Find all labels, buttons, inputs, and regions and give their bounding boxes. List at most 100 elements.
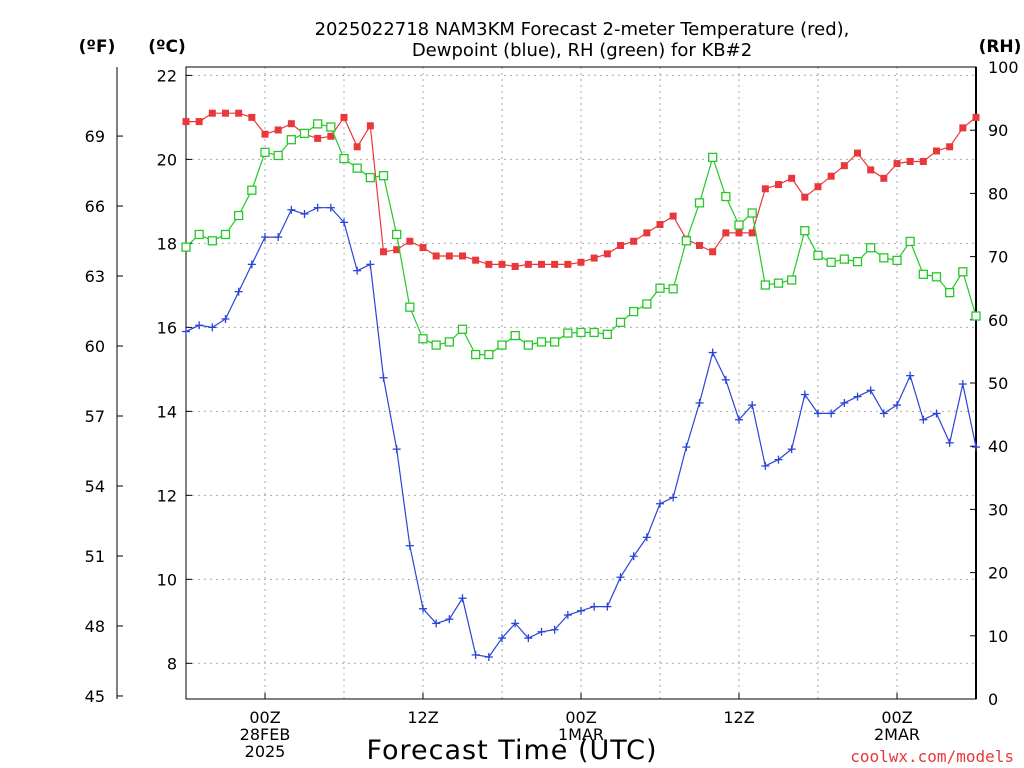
dewpoint-point [484,653,493,662]
dewpoint-point [458,594,467,603]
dewpoint-point [827,409,836,418]
dewpoint-point [840,398,849,407]
dewpoint-point [340,218,348,227]
dewpoint-point [774,455,783,464]
fahrenheit-ticks: 69 66 63 60 57 54 51 48 45 [85,127,123,706]
temperature-point [538,260,545,268]
temperature-point [419,244,427,252]
rh-tick-label: 10 [988,627,1008,646]
dewpoint-point [261,233,269,242]
credit-text: coolwx.com/models [850,747,1014,766]
rh-point [339,153,349,164]
dewpoint-point [392,445,401,454]
dewpoint-point [932,409,941,418]
rh-point [234,210,244,221]
temperature-point [735,229,743,237]
temperature-point [248,113,256,121]
celsius-tick-label: 10 [157,570,177,589]
rh-tick-label: 80 [988,184,1008,203]
dewpoint-point [972,443,980,452]
celsius-tick-label: 22 [157,66,177,85]
dewpoint-point [537,627,546,636]
temperature-point [617,241,624,249]
rh-point [365,172,375,183]
temperature-point [709,248,717,256]
rh-point [826,257,836,267]
rh-point [471,349,481,360]
rh-tick-label: 40 [988,437,1008,456]
dewpoint-point [814,409,822,418]
temperature-point [511,262,519,270]
dewpoint-point [721,375,730,384]
dewpoint-point [445,615,454,624]
temperature-point [919,157,927,165]
temperature-point [498,260,506,268]
temperature-point [867,166,875,174]
rh-point [918,269,928,279]
dewpoint-point [695,398,704,407]
rh-point [589,327,599,338]
temperature-point [340,113,348,121]
rh-point [681,236,691,246]
temperature-point [788,174,796,182]
rh-tick-label: 50 [988,374,1008,393]
rh-point [866,243,876,253]
rh-point [734,220,744,230]
dewpoint-point [577,606,585,615]
rh-point [879,253,889,263]
time-tick-label: 00Z [881,708,912,727]
dewpoint-point [353,266,362,275]
temperature-point [577,258,585,266]
rh-point [721,191,731,202]
rh-point [576,327,586,338]
temperature-point [208,109,216,117]
dewpoint-point [208,323,217,332]
rh-point [642,299,652,309]
temperature-point [222,109,229,117]
temperature-point [432,252,440,260]
plot-frame [185,66,977,700]
temperature-point [748,229,756,237]
fahrenheit-tick-label: 45 [85,687,105,706]
rh-point [615,317,626,327]
temperature-point [261,130,269,138]
dewpoint-point [656,499,664,508]
chart-title-line-2: Dewpoint (blue), RH (green) for KB#2 [412,40,752,61]
dewpoint-point [958,380,967,389]
rh-point [655,283,665,293]
dewpoint-point [787,445,796,454]
dewpoint-point [616,573,625,582]
temperature-point [880,174,888,182]
rh-point [708,152,718,163]
rh-point [378,171,389,181]
rh-point [629,306,639,317]
rh-point [457,324,468,334]
temperature-point [485,260,493,268]
rh-point [563,328,573,338]
temperature-point [906,157,914,165]
dewpoint-point [603,602,612,611]
temperature-point [656,220,664,228]
temperature-point [459,252,466,260]
dewpoint-point [906,371,915,380]
dewpoint-point [879,409,888,418]
dewpoint-point [247,260,256,269]
dewpoint-point [326,203,335,212]
temperature-point [959,124,967,132]
rh-point [892,255,902,266]
temperature-point [380,248,387,256]
dewpoint-point [866,386,875,395]
temperature-point [564,260,572,268]
chart-title-line-1: 2025022718 NAM3KM Forecast 2-meter Tempe… [315,19,850,40]
dewpoint-point [471,650,480,659]
rh-point [273,150,283,161]
temperature-point [524,260,532,268]
temperature-point [195,118,203,126]
fahrenheit-tick-label: 66 [85,197,105,216]
rh-point [392,229,402,240]
dewpoint-point [379,373,388,382]
temperature-point [235,109,243,117]
temperature-point [946,143,954,151]
